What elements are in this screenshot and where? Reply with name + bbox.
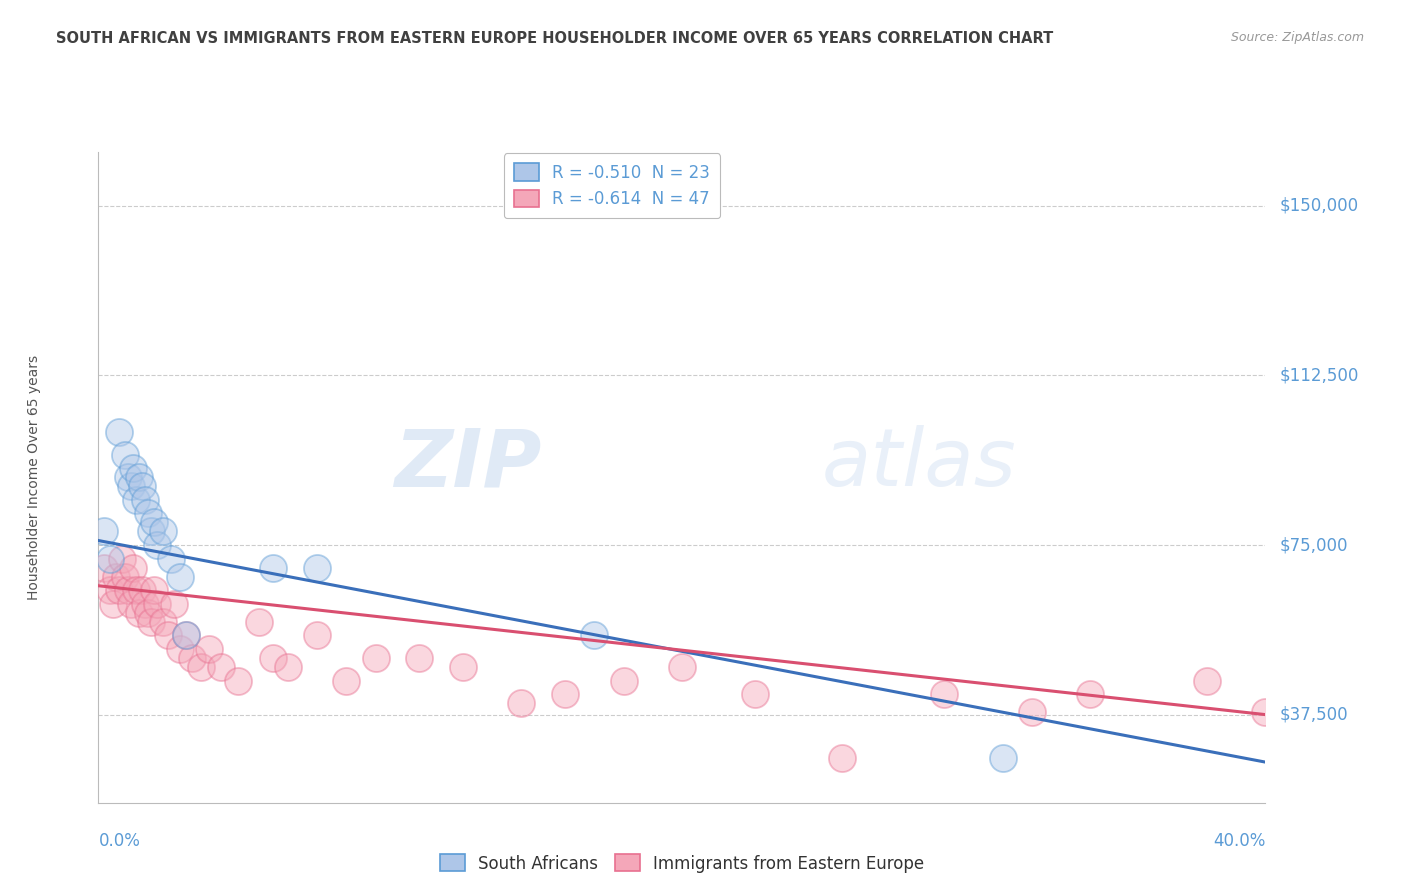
Point xyxy=(114,448,136,462)
Point xyxy=(451,660,474,674)
Point xyxy=(98,551,121,566)
Point xyxy=(134,597,156,611)
Point xyxy=(139,615,162,629)
Point xyxy=(198,642,221,657)
Point xyxy=(101,597,124,611)
Point xyxy=(142,583,165,598)
Text: 40.0%: 40.0% xyxy=(1213,832,1265,850)
Point xyxy=(98,583,121,598)
Point xyxy=(169,642,191,657)
Point xyxy=(122,461,145,475)
Text: Householder Income Over 65 years: Householder Income Over 65 years xyxy=(27,355,41,599)
Point xyxy=(136,606,159,620)
Point xyxy=(180,651,202,665)
Point xyxy=(157,628,180,642)
Point xyxy=(134,492,156,507)
Text: ZIP: ZIP xyxy=(395,425,541,503)
Point xyxy=(104,570,127,584)
Point xyxy=(152,524,174,539)
Text: atlas: atlas xyxy=(823,425,1017,503)
Text: Source: ZipAtlas.com: Source: ZipAtlas.com xyxy=(1230,31,1364,45)
Point xyxy=(128,606,150,620)
Point xyxy=(139,524,162,539)
Point xyxy=(174,628,197,642)
Point xyxy=(583,628,606,642)
Point xyxy=(111,551,134,566)
Point xyxy=(169,570,191,584)
Point xyxy=(277,660,299,674)
Text: SOUTH AFRICAN VS IMMIGRANTS FROM EASTERN EUROPE HOUSEHOLDER INCOME OVER 65 YEARS: SOUTH AFRICAN VS IMMIGRANTS FROM EASTERN… xyxy=(56,31,1053,46)
Point xyxy=(612,673,634,688)
Point xyxy=(128,470,150,484)
Point xyxy=(146,597,169,611)
Point xyxy=(117,470,139,484)
Point xyxy=(671,660,693,674)
Point xyxy=(831,750,853,764)
Point xyxy=(1254,706,1277,720)
Legend: R = -0.510  N = 23, R = -0.614  N = 47: R = -0.510 N = 23, R = -0.614 N = 47 xyxy=(503,153,720,219)
Point xyxy=(307,628,329,642)
Point xyxy=(142,516,165,530)
Point xyxy=(1080,687,1102,701)
Point xyxy=(174,628,197,642)
Point xyxy=(131,479,153,493)
Text: $37,500: $37,500 xyxy=(1279,706,1348,723)
Point xyxy=(190,660,212,674)
Point xyxy=(122,560,145,574)
Point xyxy=(510,696,533,710)
Point xyxy=(209,660,232,674)
Point xyxy=(146,538,169,552)
Point xyxy=(1021,706,1043,720)
Legend: South Africans, Immigrants from Eastern Europe: South Africans, Immigrants from Eastern … xyxy=(433,847,931,880)
Point xyxy=(335,673,357,688)
Point xyxy=(120,479,142,493)
Point xyxy=(131,583,153,598)
Text: $75,000: $75,000 xyxy=(1279,536,1348,554)
Point xyxy=(136,507,159,521)
Point xyxy=(152,615,174,629)
Point xyxy=(163,597,186,611)
Point xyxy=(262,560,284,574)
Text: $150,000: $150,000 xyxy=(1279,197,1358,215)
Point xyxy=(114,570,136,584)
Point xyxy=(1195,673,1218,688)
Point xyxy=(108,425,131,439)
Point xyxy=(125,583,148,598)
Point xyxy=(108,583,131,598)
Point xyxy=(160,551,183,566)
Text: 0.0%: 0.0% xyxy=(98,832,141,850)
Point xyxy=(934,687,956,701)
Point xyxy=(262,651,284,665)
Point xyxy=(117,583,139,598)
Point xyxy=(744,687,766,701)
Point xyxy=(364,651,387,665)
Point xyxy=(93,524,115,539)
Point xyxy=(991,750,1014,764)
Text: $112,500: $112,500 xyxy=(1279,367,1358,384)
Point xyxy=(307,560,329,574)
Point xyxy=(120,597,142,611)
Point xyxy=(228,673,250,688)
Point xyxy=(125,492,148,507)
Point xyxy=(93,560,115,574)
Point xyxy=(408,651,430,665)
Point xyxy=(247,615,270,629)
Point xyxy=(554,687,576,701)
